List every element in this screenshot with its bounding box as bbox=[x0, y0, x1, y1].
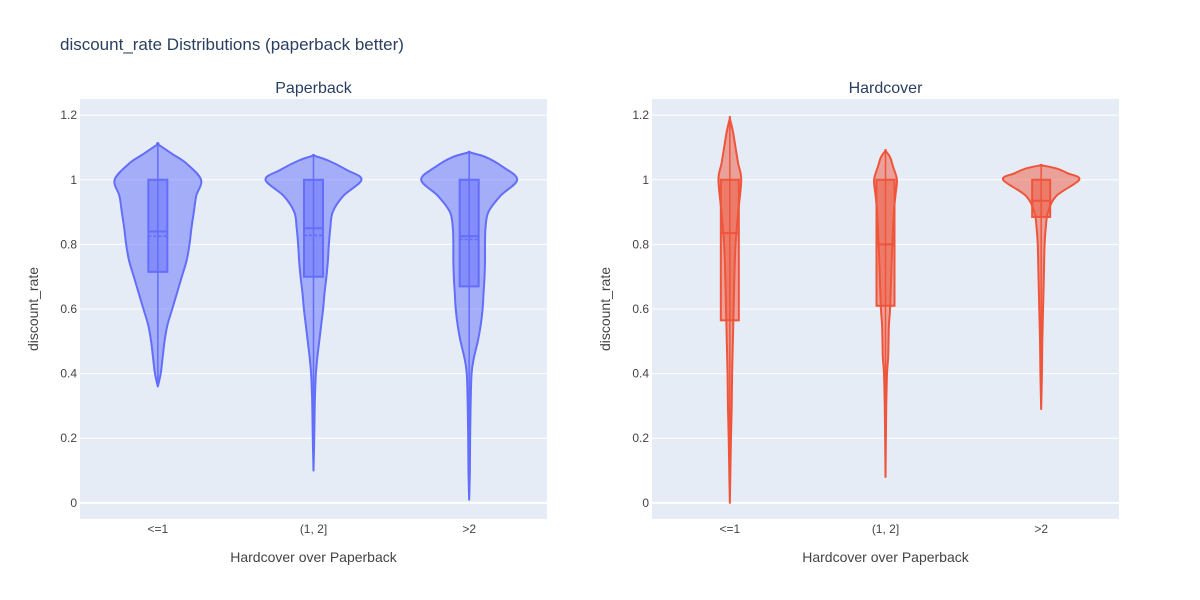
violin-box bbox=[875, 178, 896, 307]
x-tick-label: <=1 bbox=[719, 522, 740, 536]
x-tick-label: >2 bbox=[1034, 522, 1048, 536]
y-tick-label: 0.6 bbox=[60, 302, 77, 316]
y-tick-label: 0.8 bbox=[60, 237, 77, 251]
x-tick-label: <=1 bbox=[147, 522, 168, 536]
violin-0 bbox=[113, 142, 203, 388]
subplot-paperback: 0 0.2 0.4 0.6 0.8 1 1.2 <=1 (1, 2] >2 Paperback Har… bbox=[25, 80, 547, 565]
violin-1 bbox=[873, 148, 898, 478]
subplot-title: Hardcover bbox=[849, 80, 923, 97]
y-tick-label: 0.2 bbox=[632, 431, 649, 445]
x-axis-label: Hardcover over Paperback bbox=[802, 549, 970, 565]
violin-1 bbox=[264, 153, 363, 472]
y-tick-label: 0.2 bbox=[60, 431, 77, 445]
subplot-hardcover: 0 0.2 0.4 0.6 0.8 1 1.2 <=1 (1, 2] >2 Hardcover Har… bbox=[597, 80, 1119, 565]
x-tick-label: (1, 2] bbox=[300, 522, 327, 536]
x-axis-label: Hardcover over Paperback bbox=[230, 549, 398, 565]
chart-title: discount_rate Distributions (paperback b… bbox=[60, 35, 404, 54]
violin-box bbox=[719, 178, 740, 322]
y-axis-label: discount_rate bbox=[25, 267, 41, 351]
y-tick-label: 1 bbox=[642, 173, 649, 187]
subplots: 0 0.2 0.4 0.6 0.8 1 1.2 <=1 (1, 2] >2 Paperback Har… bbox=[25, 80, 1119, 565]
y-tick-label: 0 bbox=[70, 496, 77, 510]
y-tick-label: 0 bbox=[642, 496, 649, 510]
violin-box bbox=[147, 178, 169, 273]
y-tick-label: 1.2 bbox=[632, 108, 649, 122]
y-tick-label: 0.6 bbox=[632, 302, 649, 316]
violin-box bbox=[458, 178, 480, 288]
x-tick-label: >2 bbox=[462, 522, 476, 536]
y-tick-label: 1.2 bbox=[60, 108, 77, 122]
violin-2 bbox=[420, 150, 519, 501]
violin-box bbox=[1031, 178, 1052, 218]
y-tick-label: 0.4 bbox=[60, 367, 77, 381]
violin-2 bbox=[1001, 163, 1081, 411]
y-tick-label: 0.4 bbox=[632, 367, 649, 381]
y-tick-label: 0.8 bbox=[632, 237, 649, 251]
y-tick-label: 1 bbox=[70, 173, 77, 187]
y-axis-label: discount_rate bbox=[597, 267, 613, 351]
x-tick-label: (1, 2] bbox=[872, 522, 899, 536]
violin-0 bbox=[717, 115, 743, 504]
subplot-title: Paperback bbox=[275, 80, 352, 97]
